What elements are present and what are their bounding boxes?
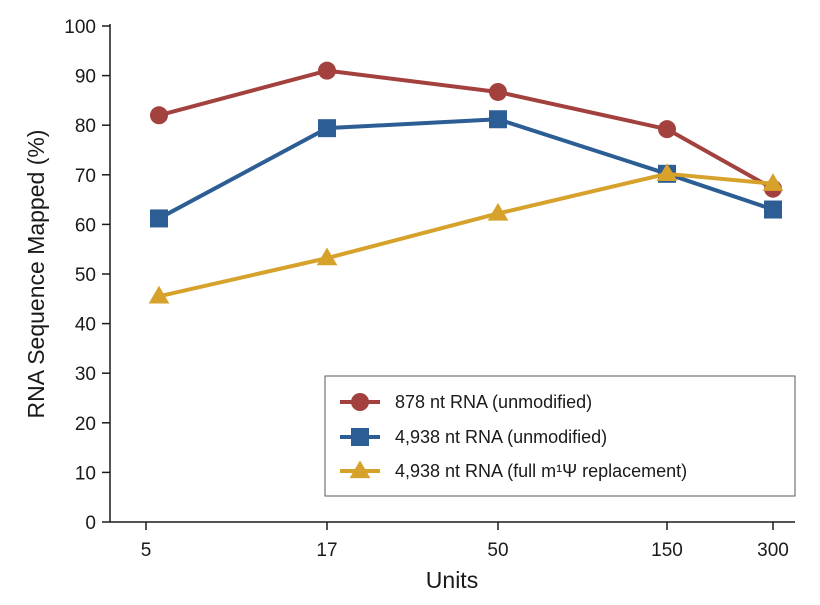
x-tick-label: 300 [757,540,789,561]
series-2 [150,110,782,228]
x-tick-label: 17 [316,540,337,561]
series-layer [148,61,784,304]
legend-swatch-marker [351,393,369,411]
x-tick-label: 150 [651,540,683,561]
legend: 878 nt RNA (unmodified) 4,938 nt RNA (unm… [324,375,796,497]
y-tick-label: 60 [75,215,96,236]
series-3-point [656,163,678,181]
series-3-point [316,247,338,266]
legend-label: 878 nt RNA (unmodified) [395,392,592,412]
series-2-point [150,209,168,228]
x-axis: 5 17 50 150 300 [110,521,795,561]
legend-label: 4,938 nt RNA (full m¹Ψ replacement) [395,461,687,481]
legend-swatch-marker [351,428,369,446]
legend-label: 4,938 nt RNA (unmodified) [395,427,607,447]
y-tick-label: 30 [75,364,96,385]
legend-box [324,375,796,497]
y-tick-label: 80 [75,116,96,137]
y-tick-label: 90 [75,67,96,88]
series-2-line [158,117,774,221]
series-1-point [318,61,336,80]
series-3-line [158,171,774,299]
x-axis-title: Units [426,567,478,593]
y-tick-label: 10 [75,463,96,484]
y-tick-label: 70 [75,166,96,187]
y-tick-label: 40 [75,315,96,336]
y-tick-label: 20 [75,414,96,435]
series-1-point [150,106,168,125]
y-tick-label: 100 [64,17,96,38]
series-3-point [148,285,170,304]
x-tick-label: 5 [141,540,152,561]
series-3 [148,163,784,304]
series-2-point [318,119,336,138]
series-2-point [489,110,507,129]
y-axis: 0 10 20 30 40 50 60 70 80 90 100 [64,17,111,534]
series-3-point [762,173,784,191]
x-tick-label: 50 [487,540,508,561]
series-3-point [487,202,509,221]
series-1-point [658,120,676,139]
series-1-point [489,82,507,101]
y-tick-label: 0 [85,513,96,534]
y-tick-label: 50 [75,265,96,286]
series-2-point [764,200,782,219]
legend-swatch-marker [349,460,371,479]
y-axis-title: RNA Sequence Mapped (%) [23,130,49,419]
